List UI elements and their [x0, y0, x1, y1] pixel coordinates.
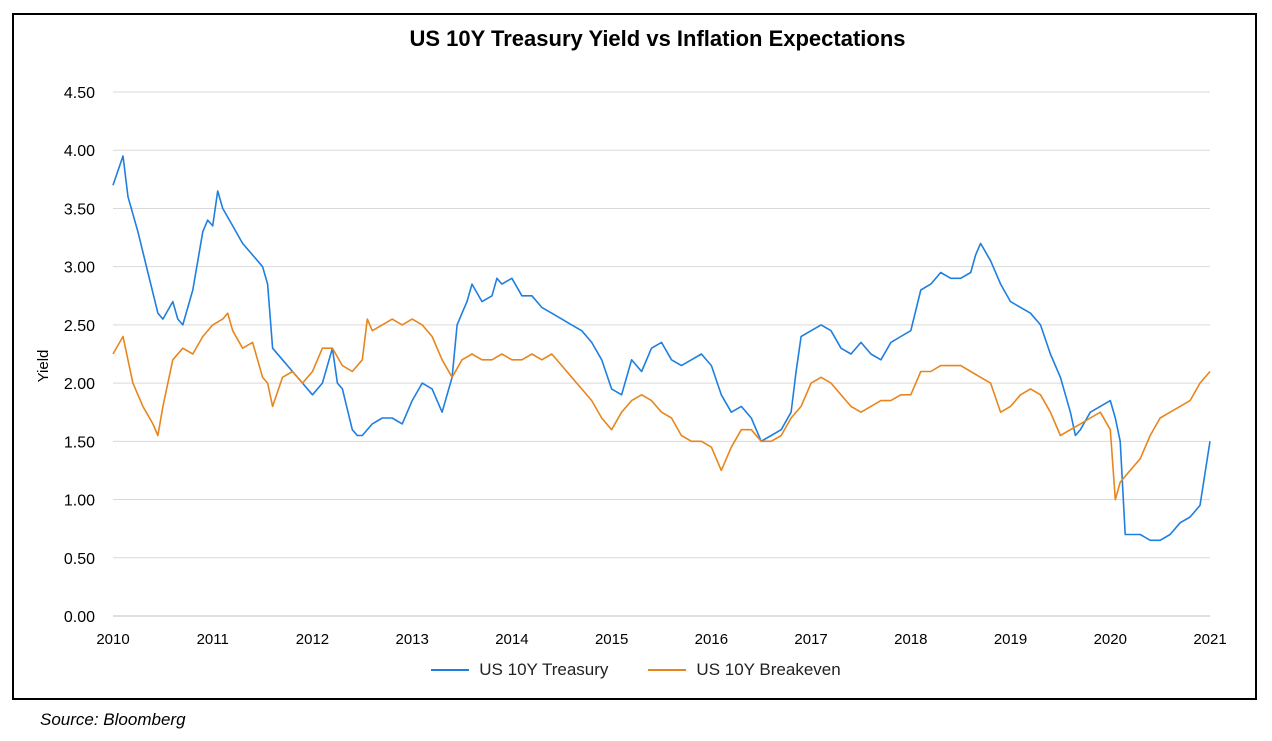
y-tick-label: 4.00	[64, 143, 95, 160]
y-tick-label: 3.50	[64, 201, 95, 218]
series-line-treasury	[112, 155, 1211, 542]
x-tick-label: 2019	[994, 631, 1027, 648]
x-tick-label: 2018	[894, 631, 927, 648]
x-tick-label: 2013	[395, 631, 428, 648]
legend-item-breakeven: US 10Y Breakeven	[648, 660, 841, 680]
y-tick-label: 1.00	[64, 493, 95, 510]
chart-frame	[12, 13, 1257, 700]
y-tick-label: 0.50	[64, 551, 95, 568]
x-tick-label: 2021	[1193, 631, 1226, 648]
legend-swatch-treasury	[431, 669, 470, 671]
y-tick-label: 3.00	[64, 260, 95, 277]
x-tick-label: 2014	[495, 631, 528, 648]
x-tick-label: 2015	[595, 631, 628, 648]
x-tick-label: 2017	[794, 631, 827, 648]
y-tick-label: 2.00	[64, 376, 95, 393]
grid-lines	[113, 91, 1210, 617]
legend: US 10Y Treasury US 10Y Breakeven	[0, 660, 1272, 680]
y-axis-label: Yield	[35, 350, 52, 383]
legend-label-breakeven: US 10Y Breakeven	[696, 660, 841, 679]
x-tick-labels: 2010 2011 2012 2013 2014 2015 2016 2017 2018 2019…	[96, 631, 1226, 648]
y-tick-label: 4.50	[64, 85, 95, 102]
legend-swatch-breakeven	[648, 669, 687, 671]
x-tick-label: 2012	[296, 631, 329, 648]
source-note: Source: Bloomberg	[40, 710, 186, 729]
series-lines	[112, 155, 1211, 542]
y-tick-label: 0.00	[64, 609, 95, 626]
x-tick-label: 2020	[1094, 631, 1127, 648]
legend-label-treasury: US 10Y Treasury	[479, 660, 609, 679]
y-tick-label: 1.50	[64, 434, 95, 451]
y-tick-label: 2.50	[64, 318, 95, 335]
series-line-breakeven	[112, 312, 1211, 501]
x-tick-label: 2016	[695, 631, 728, 648]
x-tick-label: 2010	[96, 631, 129, 648]
chart-title: US 10Y Treasury Yield vs Inflation Expec…	[409, 26, 906, 51]
legend-item-treasury: US 10Y Treasury	[431, 660, 608, 680]
y-tick-labels: 0.00 0.50 1.00 1.50 2.00 2.50 3.00 3.50 4.00 4.50	[64, 85, 95, 626]
x-tick-label: 2011	[197, 631, 229, 648]
